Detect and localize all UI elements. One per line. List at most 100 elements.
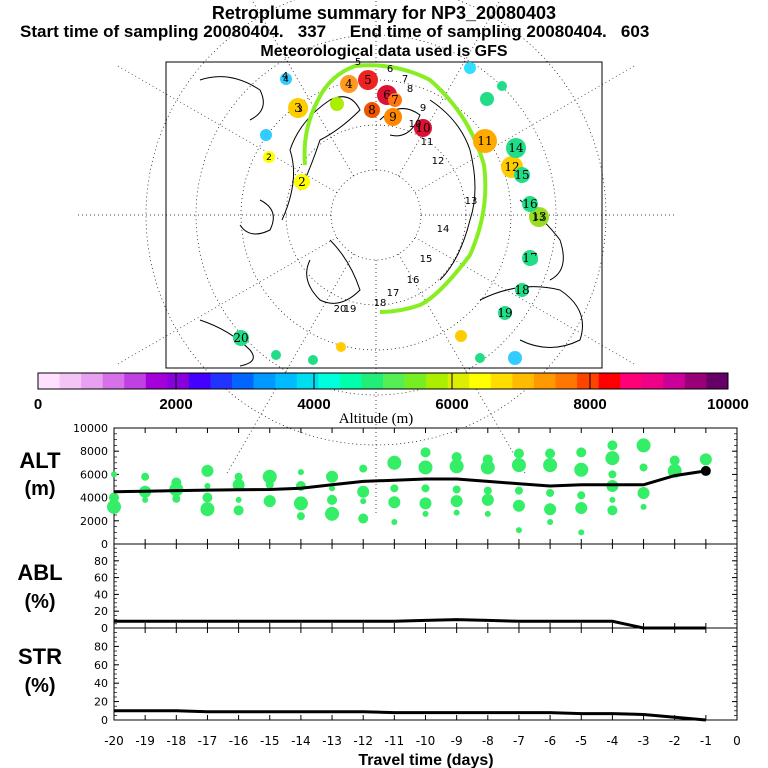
- altitude-scatter-point: [544, 503, 557, 516]
- day-marker-label: 9: [389, 110, 397, 124]
- altitude-scatter-point: [329, 485, 336, 492]
- altitude-scatter-point: [640, 503, 647, 510]
- colorbar-segment: [426, 373, 448, 389]
- altitude-scatter-point: [574, 462, 589, 477]
- colorbar-segment: [490, 373, 513, 389]
- meridian-line: [116, 237, 338, 366]
- day-marker-label: 5: [364, 73, 372, 87]
- day-marker: [498, 306, 512, 320]
- altitude-scatter-point: [325, 506, 340, 521]
- colorbar-segment: [533, 373, 556, 389]
- altitude-scatter-point: [514, 486, 523, 495]
- colorbar-tick-label: 2000: [159, 396, 192, 413]
- altitude-scatter-point: [142, 496, 149, 503]
- extra-marker-label: 3: [297, 105, 303, 115]
- day-marker-label: 3: [294, 101, 302, 115]
- day-marker-label: 4: [345, 77, 353, 91]
- day-marker-label: 14: [508, 141, 524, 155]
- colorbar-segment: [59, 373, 82, 389]
- altitude-scatter-point: [232, 478, 245, 491]
- path-day-label: 6: [387, 64, 393, 75]
- path-day-label: 19: [344, 304, 357, 315]
- altitude-scatter-point: [637, 486, 650, 499]
- extra-marker-label: 2: [266, 153, 272, 163]
- colorbar-axis-label: Altitude (m): [339, 411, 414, 427]
- altitude-scatter-point: [576, 447, 587, 458]
- minor-marker: [480, 92, 494, 106]
- minor-marker: [528, 255, 538, 265]
- path-day-label: 7: [402, 74, 408, 85]
- colorbar-segment: [124, 373, 147, 389]
- coastline: [281, 96, 361, 221]
- path-day-label: 14: [437, 224, 450, 235]
- x-tick-label: -9: [451, 734, 463, 748]
- y-tick-label: 60: [94, 572, 108, 585]
- day-marker: [506, 138, 526, 158]
- colorbar-tick-label: 10000: [707, 396, 749, 413]
- altitude-scatter-point: [609, 496, 616, 503]
- day-marker-label: 7: [391, 93, 399, 107]
- colorbar-tick-label: 4000: [297, 396, 330, 413]
- path-day-label: 8: [407, 84, 413, 95]
- altitude-scatter-point: [513, 448, 524, 459]
- day-marker: [294, 174, 310, 190]
- sampling-info: Start time of sampling 20080404. 337 End…: [20, 22, 650, 41]
- day-marker: [288, 98, 308, 118]
- y-tick-label: 0: [101, 714, 108, 727]
- y-tick-label: 60: [94, 659, 108, 672]
- day-marker-label: 6: [383, 88, 391, 102]
- y-tick-label: 8000: [80, 445, 108, 458]
- series-end-point: [700, 465, 711, 476]
- panel-frame: [113, 627, 738, 721]
- minor-marker: [271, 350, 281, 360]
- altitude-scatter-point: [107, 499, 121, 514]
- altitude-scatter-point: [172, 494, 181, 503]
- day-marker-label: 16: [522, 197, 537, 211]
- altitude-scatter-point: [480, 460, 495, 475]
- y-tick-label: 20: [94, 605, 108, 618]
- met-data-info: Meteorological data used is GFS: [260, 43, 508, 60]
- colorbar-segment: [275, 373, 298, 389]
- altitude-scatter-point: [605, 451, 620, 466]
- colorbar-segment: [555, 373, 578, 389]
- x-tick-label: -17: [198, 734, 218, 748]
- path-day-label: 11: [421, 137, 434, 148]
- colorbar-segment: [706, 373, 729, 389]
- extra-marker-label: 13: [533, 213, 544, 223]
- altitude-scatter-point: [418, 460, 433, 475]
- x-tick-label: -13: [322, 734, 342, 748]
- minor-marker: [263, 151, 275, 163]
- meridian-line: [225, 253, 354, 475]
- panel-unit-label: (%): [24, 675, 55, 697]
- colorbar-segment: [339, 373, 362, 389]
- colorbar-segment: [232, 373, 254, 389]
- altitude-scatter-point: [543, 458, 558, 473]
- colorbar-tick-label: 8000: [573, 396, 606, 413]
- y-tick-label: 2000: [80, 515, 108, 528]
- x-tick-label: -20: [104, 734, 124, 748]
- colorbar-frame: [37, 372, 729, 390]
- altitude-scatter-point: [484, 510, 491, 517]
- day-marker-label: 19: [497, 306, 512, 320]
- x-tick-label: -10: [416, 734, 436, 748]
- day-marker-label: 15: [514, 168, 529, 182]
- colorbar-segment: [253, 373, 276, 389]
- coastline: [239, 199, 274, 235]
- altitude-scatter-point: [421, 484, 430, 493]
- y-tick-label: 0: [101, 538, 108, 551]
- altitude-scatter-point: [449, 459, 464, 474]
- path-day-label: 17: [387, 288, 400, 299]
- x-tick-label: -15: [260, 734, 280, 748]
- path-day-label: 18: [374, 298, 387, 309]
- minor-marker: [330, 97, 344, 111]
- altitude-scatter-point: [200, 502, 215, 517]
- altitude-scatter-point: [391, 518, 398, 525]
- y-tick-label: 4000: [80, 492, 108, 505]
- path-day-label: 13: [465, 196, 478, 207]
- path-day-label: 5: [355, 57, 361, 68]
- altitude-scatter-point: [202, 492, 213, 503]
- day-marker-label: 2: [298, 175, 306, 189]
- x-axis-title: Travel time (days): [358, 752, 493, 768]
- x-tick-label: -12: [353, 734, 373, 748]
- altitude-scatter-point: [234, 472, 243, 481]
